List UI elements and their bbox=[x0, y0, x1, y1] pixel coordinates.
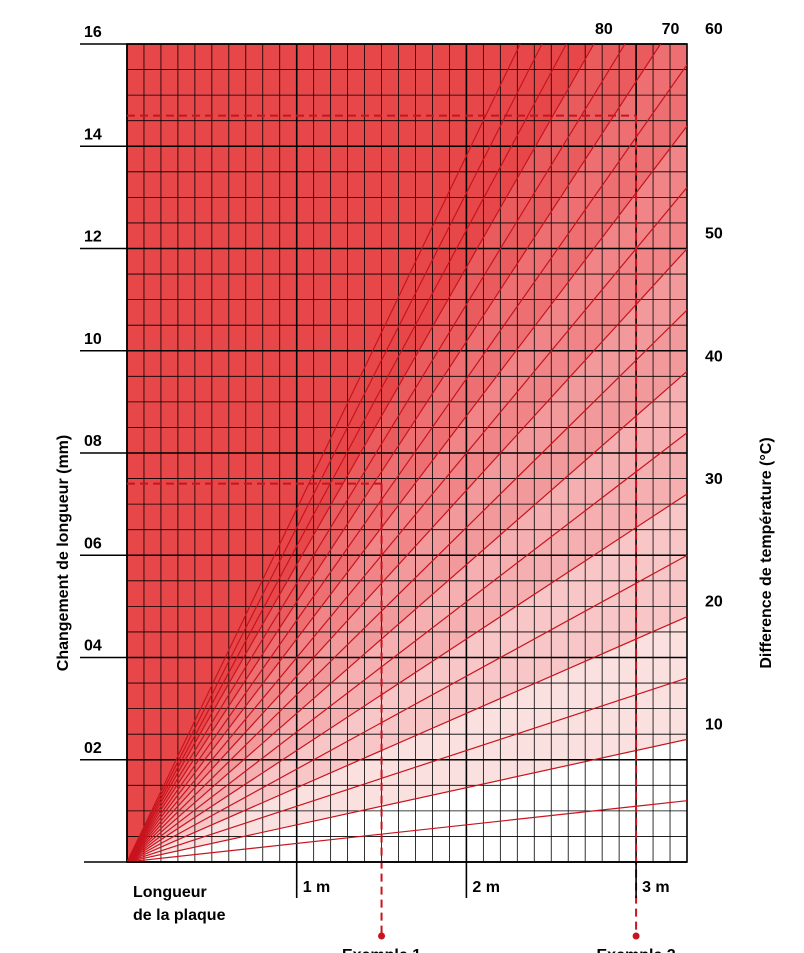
temperature-line-95 bbox=[127, 44, 521, 862]
temperature-line-15 bbox=[127, 677, 687, 862]
temperature-label: 10 bbox=[705, 716, 723, 733]
temperature-label: 50 bbox=[705, 226, 723, 243]
example-marker bbox=[378, 932, 386, 940]
temperature-line-70 bbox=[127, 44, 662, 862]
temperature-line-35 bbox=[127, 432, 687, 862]
example-label: Exemple 1 bbox=[342, 947, 421, 953]
y-tick-label: 04 bbox=[84, 638, 102, 655]
temperature-line-85 bbox=[127, 44, 567, 862]
y-tick-label: 16 bbox=[84, 24, 102, 41]
x-axis-title-line-2: de la plaque bbox=[133, 907, 226, 924]
y-tick-label: 10 bbox=[84, 331, 102, 348]
temperature-line-40 bbox=[127, 370, 687, 862]
temperature-lines bbox=[127, 44, 687, 862]
temperature-line-25 bbox=[127, 554, 687, 862]
y-axis-title-left: Changement de longueur (mm) bbox=[55, 435, 72, 671]
y-tick-label: 08 bbox=[84, 433, 102, 450]
x-axis-title-line-1: Longueur bbox=[133, 884, 207, 901]
temperature-label: 80 bbox=[595, 21, 613, 38]
example-guides: Exemple 1 Exemple 2 bbox=[127, 114, 676, 953]
y-tick-label: 12 bbox=[84, 229, 102, 246]
y-tick-label: 14 bbox=[84, 126, 102, 143]
y-axis-title-right: Difference de température (°C) bbox=[758, 437, 775, 668]
axes: 10 20 30 40 50 60 70 80 02 04 06 08 10 12 14 16 1 m 2 m 3 … bbox=[80, 21, 723, 898]
temperature-line-45 bbox=[127, 309, 687, 862]
temperature-line-80 bbox=[127, 44, 595, 862]
temperature-label: 70 bbox=[662, 21, 680, 38]
example-marker bbox=[632, 932, 640, 940]
temperature-line-90 bbox=[127, 44, 543, 862]
x-tick-label: 3 m bbox=[642, 879, 670, 896]
temperature-label: 20 bbox=[705, 594, 723, 611]
x-tick-label: 1 m bbox=[303, 879, 331, 896]
temperature-line-10 bbox=[127, 738, 687, 862]
temperature-line-65 bbox=[127, 64, 687, 862]
temperature-line-30 bbox=[127, 493, 687, 862]
temperature-line-50 bbox=[127, 248, 687, 862]
y-tick-label: 02 bbox=[84, 740, 102, 757]
temperature-label: 30 bbox=[705, 471, 723, 488]
temperature-line-60 bbox=[127, 125, 687, 862]
temperature-line-5 bbox=[127, 800, 687, 862]
temperature-line-20 bbox=[127, 616, 687, 862]
y-tick-label: 06 bbox=[84, 535, 102, 552]
temperature-label: 40 bbox=[705, 348, 723, 365]
temperature-line-55 bbox=[127, 187, 687, 862]
temperature-label: 60 bbox=[705, 21, 723, 38]
x-tick-label: 2 m bbox=[472, 879, 500, 896]
example-label: Exemple 2 bbox=[597, 947, 676, 953]
temperature-line-75 bbox=[127, 44, 626, 862]
